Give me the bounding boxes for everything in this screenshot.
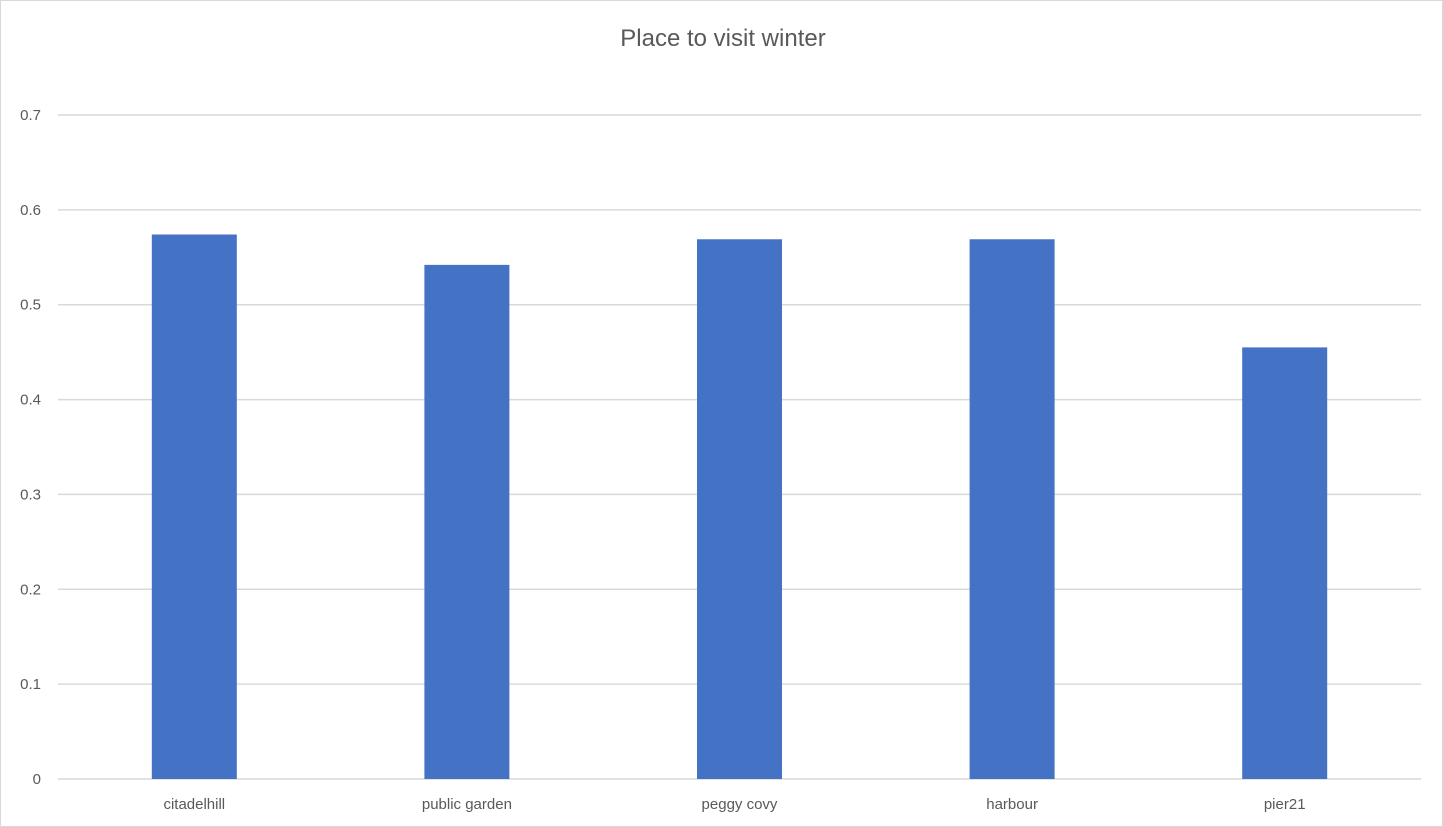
y-tick-label: 0.1 — [20, 676, 41, 693]
x-tick-label: public garden — [422, 796, 512, 813]
x-tick-label: citadelhill — [163, 796, 225, 813]
bar-harbour — [969, 239, 1055, 779]
y-tick-label: 0.5 — [20, 297, 41, 314]
y-tick-label: 0.3 — [20, 486, 41, 503]
y-tick-label: 0.7 — [20, 107, 41, 124]
y-axis-ticks: 0 0.1 0.2 0.3 0.4 0.5 0.6 0.7 — [20, 107, 41, 788]
bar-peggy-covy — [697, 239, 782, 779]
x-tick-label: peggy covy — [702, 796, 778, 813]
x-axis-ticks: citadelhill public garden peggy covy harbou… — [163, 796, 1305, 813]
y-tick-label: 0.2 — [20, 581, 41, 598]
chart-title: Place to visit winter — [620, 25, 825, 52]
y-tick-label: 0.4 — [20, 392, 41, 409]
bar-pier21 — [1242, 347, 1328, 779]
bars — [151, 234, 1328, 780]
bar-public-garden — [424, 264, 510, 780]
y-tick-label: 0 — [33, 771, 41, 788]
y-tick-label: 0.6 — [20, 202, 41, 219]
x-tick-label: harbour — [986, 796, 1038, 813]
bar-citadelhill — [151, 234, 237, 779]
x-tick-label: pier21 — [1264, 796, 1306, 813]
